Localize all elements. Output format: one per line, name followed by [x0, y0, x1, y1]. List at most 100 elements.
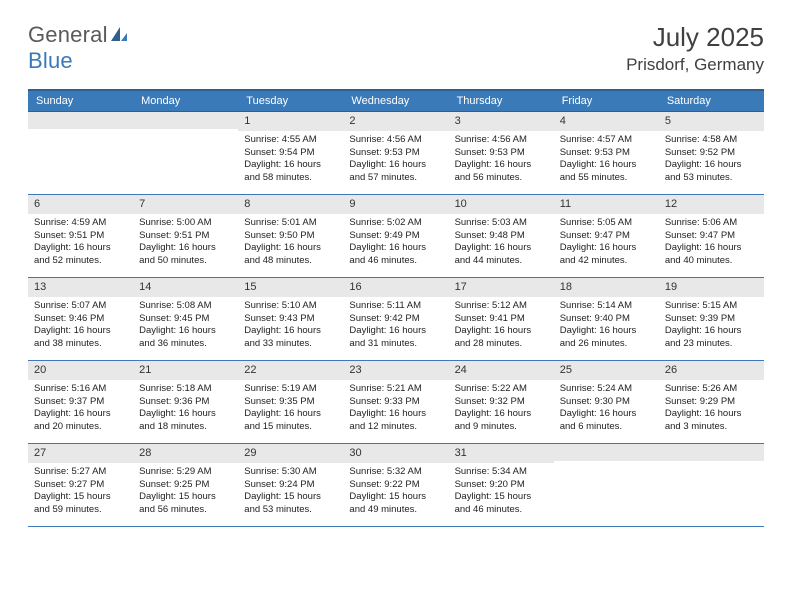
- day-number: 23: [343, 361, 448, 380]
- calendar-day: 8Sunrise: 5:01 AMSunset: 9:50 PMDaylight…: [238, 195, 343, 277]
- day-details: Sunrise: 5:32 AMSunset: 9:22 PMDaylight:…: [343, 463, 448, 523]
- daylight-line: Daylight: 16 hours and 52 minutes.: [34, 242, 127, 268]
- sunset-line: Sunset: 9:41 PM: [455, 313, 548, 326]
- day-number: 14: [133, 278, 238, 297]
- sunset-line: Sunset: 9:24 PM: [244, 479, 337, 492]
- day-details: Sunrise: 5:00 AMSunset: 9:51 PMDaylight:…: [133, 214, 238, 274]
- sunrise-line: Sunrise: 5:06 AM: [665, 217, 758, 230]
- sunrise-line: Sunrise: 5:01 AM: [244, 217, 337, 230]
- header: GeneralBlue July 2025 Prisdorf, Germany: [28, 22, 764, 75]
- day-number: 31: [449, 444, 554, 463]
- day-details: Sunrise: 5:10 AMSunset: 9:43 PMDaylight:…: [238, 297, 343, 357]
- weekday-header: Friday: [554, 91, 659, 111]
- weekday-header: Wednesday: [343, 91, 448, 111]
- day-details: Sunrise: 4:59 AMSunset: 9:51 PMDaylight:…: [28, 214, 133, 274]
- calendar-day: 25Sunrise: 5:24 AMSunset: 9:30 PMDayligh…: [554, 361, 659, 443]
- daylight-line: Daylight: 16 hours and 36 minutes.: [139, 325, 232, 351]
- daylight-line: Daylight: 16 hours and 40 minutes.: [665, 242, 758, 268]
- weekday-header: Monday: [133, 91, 238, 111]
- weekday-header: Sunday: [28, 91, 133, 111]
- sunrise-line: Sunrise: 5:24 AM: [560, 383, 653, 396]
- calendar-day: 6Sunrise: 4:59 AMSunset: 9:51 PMDaylight…: [28, 195, 133, 277]
- day-number: 11: [554, 195, 659, 214]
- daylight-line: Daylight: 16 hours and 6 minutes.: [560, 408, 653, 434]
- calendar-day: 15Sunrise: 5:10 AMSunset: 9:43 PMDayligh…: [238, 278, 343, 360]
- daylight-line: Daylight: 15 hours and 56 minutes.: [139, 491, 232, 517]
- daylight-line: Daylight: 16 hours and 55 minutes.: [560, 159, 653, 185]
- sunrise-line: Sunrise: 5:26 AM: [665, 383, 758, 396]
- sunrise-line: Sunrise: 5:21 AM: [349, 383, 442, 396]
- day-number: 17: [449, 278, 554, 297]
- calendar-day: 17Sunrise: 5:12 AMSunset: 9:41 PMDayligh…: [449, 278, 554, 360]
- day-number: 16: [343, 278, 448, 297]
- day-number: [133, 112, 238, 129]
- daylight-line: Daylight: 15 hours and 46 minutes.: [455, 491, 548, 517]
- logo-text: GeneralBlue: [28, 22, 128, 74]
- calendar-header-row: SundayMondayTuesdayWednesdayThursdayFrid…: [28, 89, 764, 112]
- day-number: [28, 112, 133, 129]
- sunrise-line: Sunrise: 5:32 AM: [349, 466, 442, 479]
- sunset-line: Sunset: 9:53 PM: [349, 147, 442, 160]
- day-details: Sunrise: 5:08 AMSunset: 9:45 PMDaylight:…: [133, 297, 238, 357]
- day-details: Sunrise: 5:06 AMSunset: 9:47 PMDaylight:…: [659, 214, 764, 274]
- calendar-day: 1Sunrise: 4:55 AMSunset: 9:54 PMDaylight…: [238, 112, 343, 194]
- day-number: 5: [659, 112, 764, 131]
- day-details: Sunrise: 5:18 AMSunset: 9:36 PMDaylight:…: [133, 380, 238, 440]
- day-number: 18: [554, 278, 659, 297]
- day-number: 21: [133, 361, 238, 380]
- calendar-day: 22Sunrise: 5:19 AMSunset: 9:35 PMDayligh…: [238, 361, 343, 443]
- sunset-line: Sunset: 9:22 PM: [349, 479, 442, 492]
- calendar-day-empty: [28, 112, 133, 194]
- sunset-line: Sunset: 9:27 PM: [34, 479, 127, 492]
- day-details: Sunrise: 5:03 AMSunset: 9:48 PMDaylight:…: [449, 214, 554, 274]
- sunrise-line: Sunrise: 4:55 AM: [244, 134, 337, 147]
- sunset-line: Sunset: 9:30 PM: [560, 396, 653, 409]
- calendar-day: 28Sunrise: 5:29 AMSunset: 9:25 PMDayligh…: [133, 444, 238, 526]
- day-number: 30: [343, 444, 448, 463]
- sunset-line: Sunset: 9:42 PM: [349, 313, 442, 326]
- sunset-line: Sunset: 9:54 PM: [244, 147, 337, 160]
- weekday-header: Thursday: [449, 91, 554, 111]
- calendar-day-empty: [659, 444, 764, 526]
- daylight-line: Daylight: 16 hours and 53 minutes.: [665, 159, 758, 185]
- sunset-line: Sunset: 9:47 PM: [665, 230, 758, 243]
- day-number: 7: [133, 195, 238, 214]
- sunrise-line: Sunrise: 4:58 AM: [665, 134, 758, 147]
- day-number: 19: [659, 278, 764, 297]
- sunset-line: Sunset: 9:51 PM: [34, 230, 127, 243]
- day-details: Sunrise: 5:14 AMSunset: 9:40 PMDaylight:…: [554, 297, 659, 357]
- calendar-week: 6Sunrise: 4:59 AMSunset: 9:51 PMDaylight…: [28, 195, 764, 278]
- day-details: Sunrise: 5:07 AMSunset: 9:46 PMDaylight:…: [28, 297, 133, 357]
- sunrise-line: Sunrise: 5:19 AM: [244, 383, 337, 396]
- daylight-line: Daylight: 16 hours and 33 minutes.: [244, 325, 337, 351]
- day-number: 2: [343, 112, 448, 131]
- day-details: Sunrise: 5:21 AMSunset: 9:33 PMDaylight:…: [343, 380, 448, 440]
- daylight-line: Daylight: 16 hours and 48 minutes.: [244, 242, 337, 268]
- daylight-line: Daylight: 16 hours and 12 minutes.: [349, 408, 442, 434]
- calendar-day: 29Sunrise: 5:30 AMSunset: 9:24 PMDayligh…: [238, 444, 343, 526]
- daylight-line: Daylight: 16 hours and 44 minutes.: [455, 242, 548, 268]
- day-number: 6: [28, 195, 133, 214]
- sunset-line: Sunset: 9:37 PM: [34, 396, 127, 409]
- day-details: Sunrise: 5:22 AMSunset: 9:32 PMDaylight:…: [449, 380, 554, 440]
- weekday-header: Saturday: [659, 91, 764, 111]
- weekday-header: Tuesday: [238, 91, 343, 111]
- calendar-week: 27Sunrise: 5:27 AMSunset: 9:27 PMDayligh…: [28, 444, 764, 527]
- calendar-week: 13Sunrise: 5:07 AMSunset: 9:46 PMDayligh…: [28, 278, 764, 361]
- sunset-line: Sunset: 9:52 PM: [665, 147, 758, 160]
- calendar-week: 1 Sunrise: 4:55 AMSunset: 9:54 PM Daylight…: [28, 112, 764, 195]
- calendar-body: 1 Sunrise: 4:55 AMSunset: 9:54 PM Daylight…: [28, 112, 764, 527]
- daylight-line: Daylight: 16 hours and 56 minutes.: [455, 159, 548, 185]
- sunrise-line: Sunrise: 5:08 AM: [139, 300, 232, 313]
- calendar-day: 26Sunrise: 5:26 AMSunset: 9:29 PMDayligh…: [659, 361, 764, 443]
- sunset-line: Sunset: 9:48 PM: [455, 230, 548, 243]
- day-number: 1: [238, 112, 343, 131]
- calendar-day: 24Sunrise: 5:22 AMSunset: 9:32 PMDayligh…: [449, 361, 554, 443]
- calendar-day: 23Sunrise: 5:21 AMSunset: 9:33 PMDayligh…: [343, 361, 448, 443]
- calendar-day: 14Sunrise: 5:08 AMSunset: 9:45 PMDayligh…: [133, 278, 238, 360]
- daylight-line: Daylight: 16 hours and 38 minutes.: [34, 325, 127, 351]
- calendar-day: 27Sunrise: 5:27 AMSunset: 9:27 PMDayligh…: [28, 444, 133, 526]
- day-details: Sunrise: 4:57 AMSunset: 9:53 PMDaylight:…: [554, 131, 659, 191]
- sunrise-line: Sunrise: 5:12 AM: [455, 300, 548, 313]
- sunrise-line: Sunrise: 5:14 AM: [560, 300, 653, 313]
